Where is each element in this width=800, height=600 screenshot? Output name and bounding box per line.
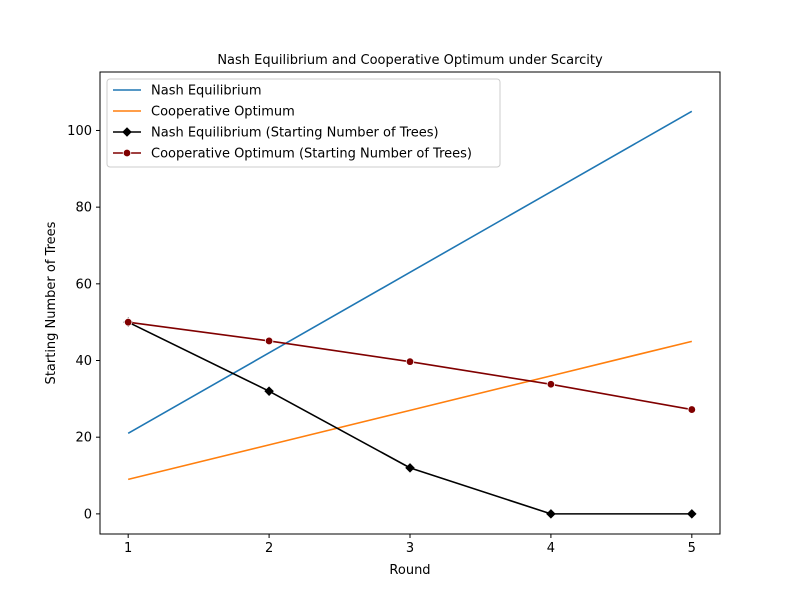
x-tick-label: 5 <box>688 541 696 556</box>
y-tick-label: 0 <box>84 507 92 522</box>
series-4-point-3 <box>405 357 415 366</box>
series-3-point-3 <box>405 463 415 473</box>
series-3-point-5 <box>687 509 697 519</box>
series-4-point-1 <box>123 317 133 327</box>
series-line-3 <box>127 321 692 515</box>
chart-title: Nash Equilibrium and Cooperative Optimum… <box>217 53 603 68</box>
y-tick-label: 80 <box>75 201 92 216</box>
series-4-point-5 <box>687 405 697 414</box>
x-tick-label: 3 <box>406 541 414 556</box>
legend-swatch-marker <box>122 127 132 137</box>
x-axis-label: Round <box>389 563 430 578</box>
series-line-4 <box>128 321 692 411</box>
x-tick-label: 4 <box>547 541 555 556</box>
series-3-point-2 <box>264 386 274 396</box>
legend-box <box>106 78 501 168</box>
y-axis-label: Starting Number of Trees <box>44 221 59 384</box>
y-tick-label: 100 <box>67 124 92 139</box>
legend: Nash Equilibrium Cooperative Optimum Nash … <box>106 78 501 168</box>
series-line-2 <box>127 340 693 481</box>
series-4-point-2 <box>264 336 274 346</box>
legend-label: Nash Equilibrium (Starting Number of Tre… <box>151 126 439 141</box>
y-tick-label: 20 <box>75 431 92 446</box>
x-tick-label: 1 <box>124 541 132 556</box>
series-3-point-4 <box>546 509 556 519</box>
legend-label: Nash Equilibrium <box>151 84 262 99</box>
plot-area <box>99 71 721 535</box>
legend-label: Cooperative Optimum <box>151 105 295 120</box>
y-axis: 0 20 40 60 80 100 <box>67 124 100 522</box>
legend-swatch-marker <box>122 148 132 158</box>
x-tick-label: 2 <box>265 541 273 556</box>
legend-label: Cooperative Optimum (Starting Number of … <box>151 147 472 162</box>
series-line-1 <box>127 110 693 435</box>
x-axis: 1 2 3 4 5 <box>124 534 696 556</box>
y-tick-label: 60 <box>75 277 92 292</box>
y-tick-label: 40 <box>75 354 92 369</box>
series-4-point-4 <box>546 380 556 389</box>
